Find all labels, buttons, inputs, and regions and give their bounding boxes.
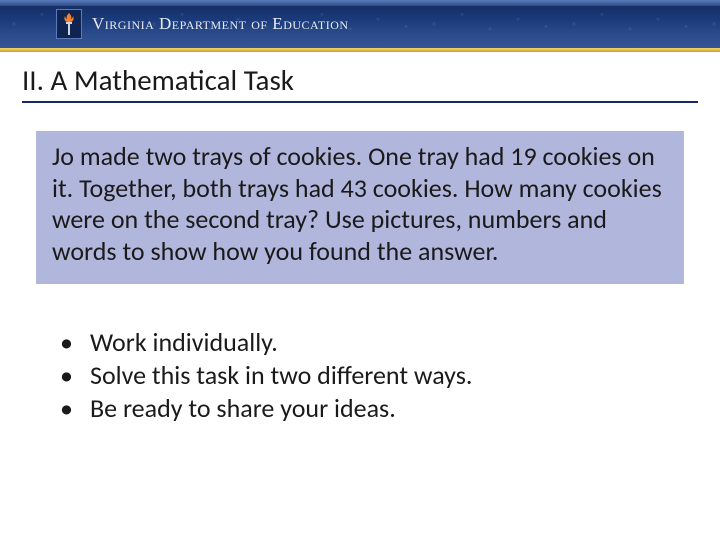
slide-heading: II. A Mathematical Task	[22, 62, 698, 103]
task-box: Jo made two trays of cookies. One tray h…	[36, 131, 684, 284]
banner-org-name: Virginia Department of Education	[92, 14, 349, 34]
bullet-list: Work individually. Solve this task in tw…	[60, 326, 698, 426]
header-banner: Virginia Department of Education	[0, 0, 720, 48]
list-item: Be ready to share your ideas.	[60, 392, 698, 425]
bullet-text: Work individually.	[90, 326, 278, 358]
torch-icon	[61, 12, 77, 36]
slide-content: II. A Mathematical Task Jo made two tray…	[0, 52, 720, 426]
list-item: Work individually.	[60, 326, 698, 359]
task-text: Jo made two trays of cookies. One tray h…	[52, 140, 662, 267]
bullet-text: Be ready to share your ideas.	[90, 392, 396, 424]
torch-logo	[56, 9, 82, 39]
bullet-text: Solve this task in two different ways.	[90, 359, 472, 391]
list-item: Solve this task in two different ways.	[60, 359, 698, 392]
